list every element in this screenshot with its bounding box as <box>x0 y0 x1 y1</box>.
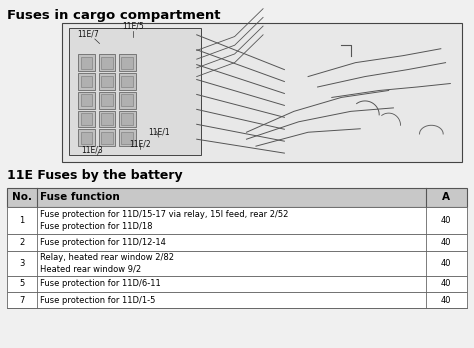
Bar <box>99 73 115 90</box>
Text: 40: 40 <box>441 259 451 268</box>
Bar <box>121 94 133 106</box>
Text: Fuse protection for 11D/1-5: Fuse protection for 11D/1-5 <box>40 296 155 304</box>
Text: 40: 40 <box>441 216 451 225</box>
Bar <box>81 94 92 106</box>
Text: 11E Fuses by the battery: 11E Fuses by the battery <box>7 169 183 182</box>
Bar <box>119 111 136 127</box>
Bar <box>81 76 92 87</box>
Bar <box>119 73 136 90</box>
Text: 5: 5 <box>19 279 25 288</box>
Text: Fuses in cargo compartment: Fuses in cargo compartment <box>7 9 220 22</box>
Bar <box>7 251 467 276</box>
Text: Fuse protection for 11D/6-11: Fuse protection for 11D/6-11 <box>40 279 161 288</box>
Text: No.: No. <box>12 192 32 203</box>
Bar <box>78 92 95 109</box>
Text: Fuse protection for 11D/18: Fuse protection for 11D/18 <box>40 222 152 231</box>
Bar <box>81 132 92 144</box>
Bar <box>101 113 113 125</box>
Bar <box>69 28 201 155</box>
Text: 40: 40 <box>441 279 451 288</box>
Text: 40: 40 <box>441 238 451 247</box>
Text: Fuse function: Fuse function <box>40 192 119 203</box>
Text: 11E/1: 11E/1 <box>148 127 170 136</box>
Text: 2: 2 <box>19 238 25 247</box>
Text: 1: 1 <box>19 216 25 225</box>
Bar <box>99 111 115 127</box>
Bar <box>7 276 467 292</box>
Text: 3: 3 <box>19 259 25 268</box>
Bar <box>99 92 115 109</box>
Bar <box>78 129 95 146</box>
Text: 11E/5: 11E/5 <box>122 22 144 31</box>
Text: 40: 40 <box>441 296 451 304</box>
Text: A: A <box>442 192 450 203</box>
Bar <box>121 57 133 69</box>
Text: 11E/2: 11E/2 <box>129 139 151 148</box>
Bar <box>7 188 467 207</box>
Bar <box>99 54 115 71</box>
Bar <box>7 234 467 251</box>
Text: Fuse protection for 11D/15-17 via relay, 15I feed, rear 2/52: Fuse protection for 11D/15-17 via relay,… <box>40 210 288 219</box>
Bar <box>101 94 113 106</box>
Bar <box>81 57 92 69</box>
Bar <box>62 23 462 162</box>
Bar <box>119 92 136 109</box>
Text: 7: 7 <box>19 296 25 304</box>
Bar <box>121 132 133 144</box>
Bar <box>119 54 136 71</box>
Bar <box>101 76 113 87</box>
Text: 11E/7: 11E/7 <box>77 29 99 38</box>
Text: Fuse protection for 11D/12-14: Fuse protection for 11D/12-14 <box>40 238 166 247</box>
Bar <box>78 73 95 90</box>
Bar <box>78 54 95 71</box>
Bar <box>81 113 92 125</box>
Bar <box>101 57 113 69</box>
Bar <box>78 111 95 127</box>
Text: Relay, heated rear window 2/82: Relay, heated rear window 2/82 <box>40 253 174 262</box>
Bar <box>99 129 115 146</box>
Text: Heated rear window 9/2: Heated rear window 9/2 <box>40 264 141 273</box>
Bar <box>119 129 136 146</box>
Bar <box>101 132 113 144</box>
Text: 11E/3: 11E/3 <box>82 146 103 155</box>
Bar <box>7 292 467 308</box>
Bar <box>7 207 467 234</box>
Bar <box>121 113 133 125</box>
Bar <box>121 76 133 87</box>
